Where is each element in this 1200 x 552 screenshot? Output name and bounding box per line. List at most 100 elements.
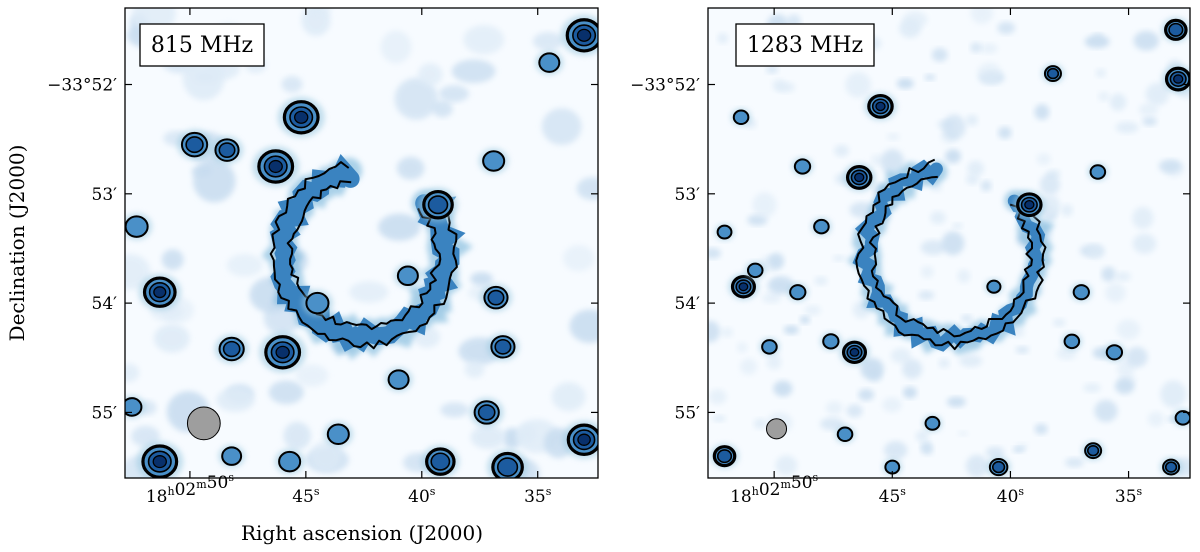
noise-blob <box>902 386 918 399</box>
x-tick-label: 35s <box>1115 485 1143 507</box>
noise-blob <box>1056 347 1077 360</box>
x-ticks: 18h02m50s 45s 40s 35s <box>730 8 1143 507</box>
point-source <box>791 157 814 176</box>
beam-ellipse <box>186 406 221 441</box>
point-source <box>323 421 353 447</box>
noise-blob <box>998 126 1012 139</box>
noise-blob <box>945 149 961 164</box>
point-source <box>214 334 249 364</box>
point-source <box>820 332 842 351</box>
y-ticks: −33°52′ 53′ 54′ 55′ <box>47 76 598 423</box>
y-tick-label: 55′ <box>675 403 701 423</box>
noise-blob <box>283 421 311 450</box>
ring-emission <box>846 158 1056 356</box>
noise-blob <box>740 358 758 375</box>
noise-blob <box>997 21 1016 35</box>
noise-blob <box>721 327 734 338</box>
noise-blob <box>938 358 950 369</box>
noise-blob <box>918 290 935 300</box>
point-source <box>421 445 460 478</box>
noise-blob <box>775 81 796 93</box>
noise-blob <box>959 354 983 368</box>
x-tick-label: 45s <box>292 485 320 507</box>
point-source <box>177 129 213 160</box>
y-tick-label: −33°52′ <box>47 76 117 96</box>
beam-ellipse <box>766 418 788 440</box>
y-axis-title: Declination (J2000) <box>5 145 29 342</box>
point-source <box>1061 332 1082 351</box>
panel-815-mhz: 18h02m50s 45s 40s 35s −33°52′ 53′ 54′ 55′ 815 … <box>47 7 599 507</box>
noise-blob <box>846 404 863 418</box>
noise-blob <box>576 177 598 201</box>
noise-blob <box>378 213 421 241</box>
noise-blob <box>775 455 798 476</box>
noise-blob <box>1105 282 1126 303</box>
noise-blob <box>890 348 911 364</box>
noise-blob <box>832 255 845 262</box>
noise-blob <box>1012 446 1025 453</box>
noise-blob <box>464 360 485 378</box>
frequency-label: 1283 MHz <box>747 33 863 58</box>
noise-blob <box>920 265 934 279</box>
noise-blob <box>957 430 969 437</box>
noise-blob <box>942 114 966 140</box>
point-source <box>479 283 513 312</box>
point-source <box>418 187 458 222</box>
noise-blob <box>1095 68 1107 78</box>
noise-blob <box>1109 93 1127 111</box>
x-tick-label: 40s <box>408 485 436 507</box>
noise-blob <box>1115 378 1135 395</box>
noise-blob <box>858 388 875 401</box>
ring-fill <box>852 159 1046 352</box>
point-source <box>1159 457 1183 477</box>
noise-blob <box>161 249 184 270</box>
point-source <box>562 420 598 459</box>
noise-blob <box>532 32 564 51</box>
noise-blob <box>551 382 586 412</box>
point-source <box>1070 282 1092 302</box>
point-source <box>560 15 598 56</box>
point-source <box>1103 343 1126 362</box>
noise-blob <box>965 174 979 185</box>
noise-blob <box>305 8 332 18</box>
noise-blob <box>708 389 727 405</box>
point-source <box>384 367 413 392</box>
noise-blob <box>226 254 263 277</box>
noise-blob <box>1036 152 1051 166</box>
noise-blob <box>268 380 304 405</box>
noise-blob <box>985 446 1005 458</box>
noise-blob <box>946 396 966 408</box>
panel-1283-mhz: 18h02m50s 45s 40s 35s −33°52′ 53′ 54′ 55′ 1283… <box>630 7 1191 507</box>
noise-blob <box>902 359 923 379</box>
point-source <box>839 339 870 366</box>
noise-blob <box>761 293 782 304</box>
noise-blob <box>880 149 905 175</box>
x-tick-label: 45s <box>879 485 907 507</box>
point-sources <box>710 17 1190 478</box>
noise-blob <box>1065 457 1084 468</box>
point-source <box>730 108 752 127</box>
plot-frame <box>707 7 1191 479</box>
noise-blob <box>773 380 793 397</box>
noise-blob <box>569 309 598 343</box>
noise-blob <box>295 364 329 387</box>
noise-blob <box>820 417 845 431</box>
noise-blob <box>1158 159 1182 173</box>
noise-blob <box>1138 103 1159 117</box>
noise-blob <box>153 324 190 353</box>
frequency-label-box: 1283 MHz <box>735 23 875 67</box>
noise-blob <box>438 85 469 103</box>
y-ticks: −33°52′ 53′ 54′ 55′ <box>630 76 1190 423</box>
frequency-label: 815 MHz <box>151 33 253 58</box>
ring-contour <box>269 161 458 350</box>
noise-blob <box>1132 233 1157 254</box>
noise-blob <box>349 281 389 303</box>
noise-blob <box>825 401 843 416</box>
point-source <box>1087 163 1108 181</box>
x-axis-title: Right ascension (J2000) <box>241 521 483 545</box>
noise-blob <box>886 133 900 141</box>
point-source <box>882 458 902 476</box>
point-source <box>277 97 325 138</box>
noise-blob <box>1052 318 1066 327</box>
